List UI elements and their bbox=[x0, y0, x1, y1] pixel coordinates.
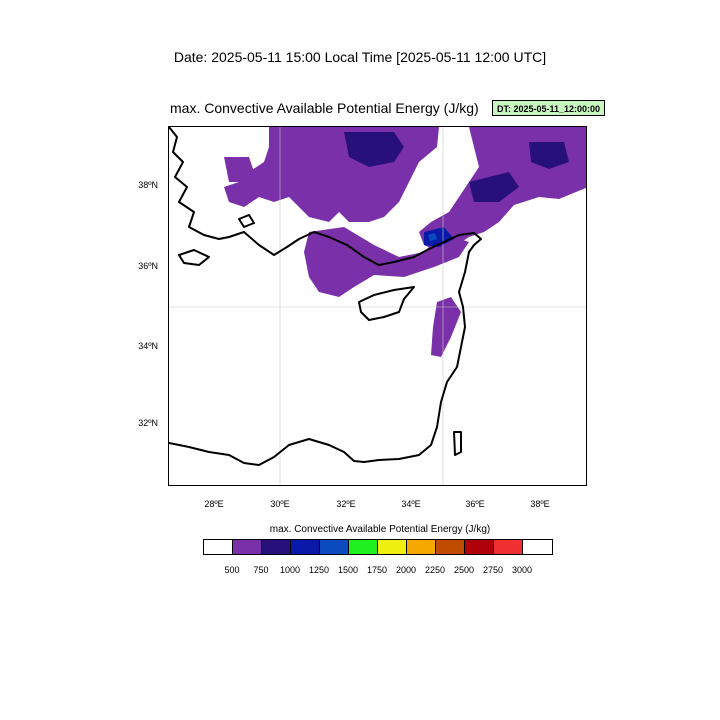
map-panel bbox=[168, 126, 587, 486]
lon-label-38: 38ºE bbox=[530, 499, 550, 509]
coastlines bbox=[169, 127, 482, 466]
colorbar bbox=[203, 539, 553, 555]
date-title: Date: 2025-05-11 15:00 Local Time [2025-… bbox=[173, 49, 547, 65]
colorbar-label: 2500 bbox=[453, 565, 475, 575]
lon-label-32: 32ºE bbox=[336, 499, 356, 509]
cape-region-cyprus-tail bbox=[431, 297, 461, 357]
plot-title: max. Convective Available Potential Ener… bbox=[170, 100, 479, 116]
colorbar-swatch bbox=[291, 540, 320, 554]
colorbar-label: 1500 bbox=[337, 565, 359, 575]
coast-sinai-islands bbox=[453, 431, 462, 456]
datetime-badge: DT: 2025-05-11_12:00:00 bbox=[492, 100, 605, 116]
cape-core-north bbox=[344, 132, 404, 167]
coast-turkey-west bbox=[169, 127, 230, 240]
cape-core-peak bbox=[428, 233, 437, 241]
cape-region-west bbox=[224, 157, 254, 182]
lon-label-28: 28ºE bbox=[204, 499, 224, 509]
lat-label-34: 34ºN bbox=[138, 341, 158, 351]
map-grid bbox=[169, 127, 586, 485]
colorbar-label: 750 bbox=[253, 565, 269, 575]
lat-label-32: 32ºN bbox=[138, 418, 158, 428]
colorbar-label: 1750 bbox=[366, 565, 388, 575]
colorbar-swatch bbox=[436, 540, 465, 554]
colorbar-label: 1250 bbox=[308, 565, 330, 575]
colorbar-swatch bbox=[523, 540, 552, 554]
cape-region-north bbox=[224, 127, 439, 222]
colorbar-swatch bbox=[465, 540, 494, 554]
colorbar-swatch bbox=[378, 540, 407, 554]
cape-core-northeast bbox=[469, 172, 519, 202]
coast-cyprus bbox=[358, 286, 415, 321]
coast-crete-fragment bbox=[178, 249, 210, 266]
lat-label-36: 36ºN bbox=[138, 261, 158, 271]
colorbar-label: 2250 bbox=[424, 565, 446, 575]
colorbar-label: 1000 bbox=[279, 565, 301, 575]
lon-label-30: 30ºE bbox=[270, 499, 290, 509]
colorbar-label: 2750 bbox=[482, 565, 504, 575]
colorbar-swatch bbox=[407, 540, 436, 554]
coast-island-rhodes bbox=[238, 214, 255, 228]
cape-core-east bbox=[529, 142, 569, 169]
lon-label-34: 34ºE bbox=[401, 499, 421, 509]
colorbar-label: 3000 bbox=[511, 565, 533, 575]
colorbar-swatch bbox=[494, 540, 523, 554]
coast-turkey-south bbox=[228, 231, 482, 266]
lat-label-38: 38ºN bbox=[138, 180, 158, 190]
colorbar-label: 500 bbox=[224, 565, 240, 575]
colorbar-swatch bbox=[349, 540, 378, 554]
colorbar-swatch bbox=[262, 540, 291, 554]
cape-map bbox=[169, 127, 586, 485]
colorbar-label: 2000 bbox=[395, 565, 417, 575]
lon-label-36: 36ºE bbox=[465, 499, 485, 509]
coast-levant bbox=[363, 251, 470, 463]
cape-core-syria bbox=[424, 227, 454, 247]
colorbar-title: max. Convective Available Potential Ener… bbox=[269, 524, 491, 535]
cape-shading-high bbox=[344, 132, 569, 247]
coast-egypt bbox=[169, 438, 365, 466]
colorbar-swatch bbox=[320, 540, 349, 554]
colorbar-swatch bbox=[233, 540, 262, 554]
colorbar-swatch bbox=[204, 540, 233, 554]
